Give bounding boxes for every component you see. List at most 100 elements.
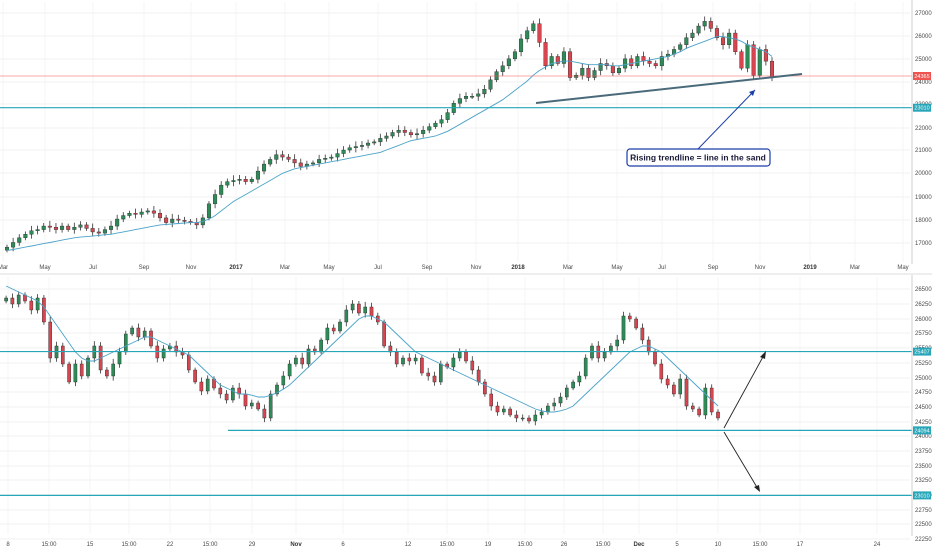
candle-down xyxy=(586,67,591,78)
x-tick-label: 22 xyxy=(167,542,174,548)
x-tick-label: 2019 xyxy=(803,265,817,271)
callout-text: Rising trendline = line in the sand xyxy=(630,153,766,163)
candle-down xyxy=(164,217,169,223)
y-tick-label: 25250 xyxy=(915,361,932,367)
candle-down xyxy=(48,321,52,359)
candle-up xyxy=(17,237,22,243)
candle-down xyxy=(262,408,267,419)
candle-up xyxy=(161,348,166,359)
candle-up xyxy=(659,56,664,67)
candle-down xyxy=(105,369,109,377)
moving-average-line xyxy=(5,285,719,413)
candle-up xyxy=(623,58,628,69)
candle-down xyxy=(292,159,297,164)
candle-down xyxy=(394,351,399,365)
y-tick-label: 18000 xyxy=(915,218,932,224)
candle-up xyxy=(311,162,316,165)
x-tick-label: 6 xyxy=(341,542,345,548)
candle-down xyxy=(653,63,658,67)
candle-down xyxy=(186,354,191,371)
candle-up xyxy=(139,211,144,215)
candle-up xyxy=(73,363,78,383)
trendline-callout: Rising trendline = line in the sand xyxy=(626,89,771,167)
rising-trendline xyxy=(535,73,803,104)
x-tick-label: May xyxy=(611,265,622,271)
candle-down xyxy=(193,369,197,383)
candle-up xyxy=(533,414,538,422)
candle-down xyxy=(67,363,71,383)
x-tick-label: Sep xyxy=(422,265,433,271)
x-tick-label: 29 xyxy=(249,542,256,548)
candle-down xyxy=(537,23,542,43)
candle-up xyxy=(451,357,456,368)
candle-up xyxy=(350,303,355,311)
candle-up xyxy=(457,98,462,104)
candle-up xyxy=(29,230,34,235)
candle-down xyxy=(464,351,468,362)
y-tick-label: 23750 xyxy=(915,449,932,455)
y-tick-label: 26000 xyxy=(915,34,932,40)
x-tick-label: 15 xyxy=(87,542,94,548)
candle-up xyxy=(413,357,418,362)
candle-down xyxy=(508,408,512,416)
candle-up xyxy=(525,30,530,40)
candle-down xyxy=(357,303,361,314)
level-badge-label: 23010 xyxy=(914,106,929,112)
x-tick-label: 15:00 xyxy=(121,542,137,548)
level-badge-label: 24094 xyxy=(914,428,929,434)
y-tick-label: 27000 xyxy=(915,11,932,17)
candle-down xyxy=(407,357,412,362)
candle-up xyxy=(35,297,40,311)
candle-down xyxy=(136,327,141,338)
level-badge-label: 24365 xyxy=(914,74,929,80)
y-tick-label: 21000 xyxy=(915,148,932,154)
candle-down xyxy=(157,213,162,219)
candle-up xyxy=(121,215,126,220)
candle-up xyxy=(396,129,401,133)
candle-up xyxy=(170,218,175,223)
candle-up xyxy=(561,51,566,64)
x-tick-label: Jul xyxy=(374,265,382,271)
candle-up xyxy=(306,348,311,365)
candle-up xyxy=(615,339,619,347)
candle-up xyxy=(72,227,77,230)
candle-up xyxy=(255,170,260,180)
candle-down xyxy=(66,225,71,230)
candle-down xyxy=(199,381,204,392)
candle-up xyxy=(757,49,762,76)
x-tick-label: 17 xyxy=(797,542,804,548)
candle-up xyxy=(727,32,732,45)
candle-up xyxy=(319,339,323,353)
x-tick-label: 2017 xyxy=(229,265,243,271)
candle-up xyxy=(390,132,395,137)
candle-down xyxy=(218,387,223,395)
candle-down xyxy=(47,225,52,228)
callout-pointer xyxy=(697,89,756,150)
x-tick-label: May xyxy=(39,265,50,271)
y-tick-label: 24750 xyxy=(915,390,932,396)
candle-up xyxy=(11,242,16,248)
candle-up xyxy=(482,89,487,95)
candle-down xyxy=(628,315,632,320)
y-tick-label: 24500 xyxy=(915,405,932,411)
candle-up xyxy=(439,119,444,124)
candle-up xyxy=(445,112,450,120)
candle-up xyxy=(4,246,9,251)
x-tick-label: 2018 xyxy=(511,265,525,271)
candle-down xyxy=(369,306,374,317)
candle-up xyxy=(696,25,701,34)
x-tick-label: Nov xyxy=(290,542,302,548)
candle-up xyxy=(439,363,443,383)
candle-down xyxy=(634,318,638,329)
candle-up xyxy=(23,234,28,238)
candle-down xyxy=(543,42,548,67)
candle-up xyxy=(745,44,750,69)
candle-up xyxy=(502,408,506,413)
candle-down xyxy=(402,129,407,133)
x-tick-label: Sep xyxy=(708,265,719,271)
candle-up xyxy=(237,179,242,181)
candle-up xyxy=(341,149,346,154)
candle-up xyxy=(384,135,389,139)
x-tick-label: Jul xyxy=(89,265,97,271)
